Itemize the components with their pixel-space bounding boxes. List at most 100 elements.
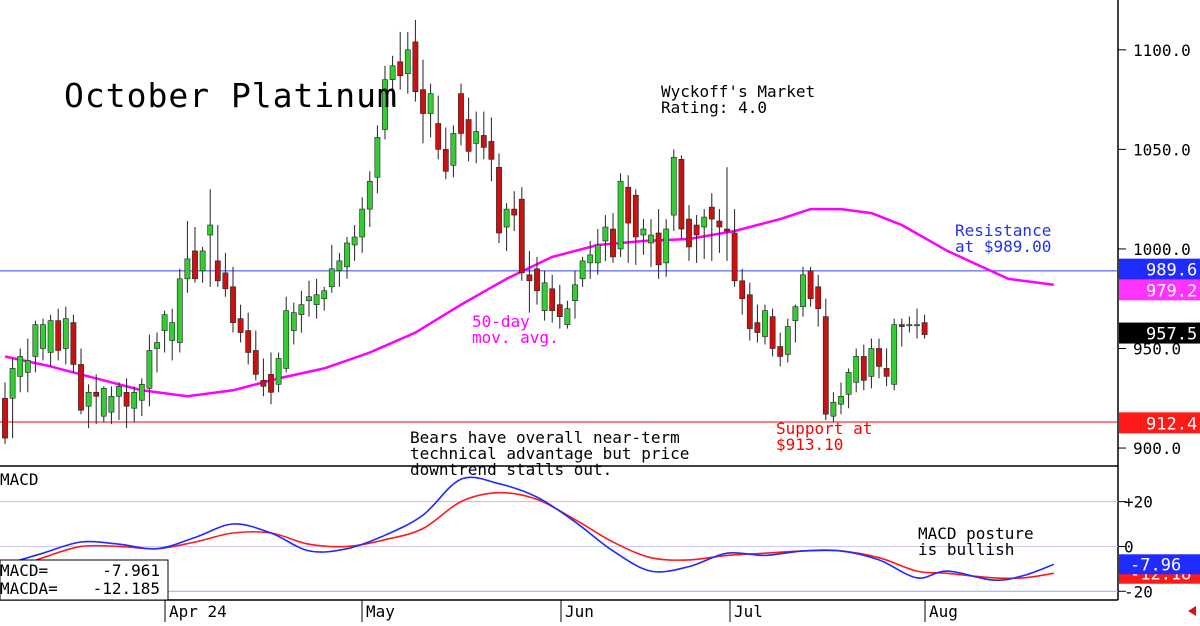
candle: [860, 344, 867, 391]
candle-body: [85, 391, 92, 407]
candle: [845, 368, 852, 409]
macd-legend-label: MACD=: [0, 561, 48, 580]
candle-body: [146, 350, 153, 389]
candle-body: [853, 356, 860, 383]
candle: [898, 318, 905, 347]
candle: [610, 213, 616, 263]
candle: [807, 266, 814, 307]
candle-body: [784, 326, 791, 355]
rating-line-1: Wyckoff's Market: [661, 82, 815, 101]
candle-body: [62, 318, 69, 349]
candle-body: [116, 386, 122, 397]
candle: [762, 304, 768, 345]
candle: [648, 219, 654, 267]
x-axis-ticks: Apr 24 May Jun Jul Aug: [164, 600, 958, 622]
candle: [549, 274, 556, 323]
candle-body: [123, 391, 130, 407]
scroll-left-arrow-icon[interactable]: [1188, 606, 1196, 616]
candle-body: [724, 228, 730, 232]
candle: [24, 338, 31, 393]
comment-line-1: Bears have overall near-term: [410, 428, 680, 447]
candle: [306, 280, 312, 317]
candle-body: [450, 133, 457, 166]
candle: [100, 386, 107, 423]
candle: [663, 219, 670, 277]
price-badge: 912.4: [1119, 412, 1200, 434]
macd-badge-bg: [1119, 554, 1200, 575]
candle: [815, 274, 822, 327]
candle-body: [921, 322, 928, 335]
candle: [93, 374, 100, 425]
macda-legend-label: MACDA=: [0, 579, 58, 598]
candle-body: [777, 346, 784, 357]
candle: [321, 286, 328, 311]
price-y-tick-label: 950.0: [1133, 339, 1181, 358]
candle-body: [245, 330, 252, 353]
candle: [207, 189, 214, 287]
candle: [746, 282, 753, 341]
candle-body: [876, 348, 882, 367]
candle-body: [891, 324, 898, 385]
candle-body: [397, 61, 404, 77]
candle-body: [693, 224, 700, 236]
candle: [594, 229, 601, 275]
candle: [496, 153, 502, 243]
candle: [374, 125, 381, 194]
candle: [518, 187, 525, 281]
candle-body: [404, 49, 411, 75]
candle: [420, 59, 426, 144]
candle-body: [549, 288, 556, 311]
candle-body: [382, 79, 388, 130]
candle-body: [587, 254, 594, 264]
candle: [435, 95, 442, 160]
candle-body: [344, 242, 350, 268]
ma-label-2: mov. avg.: [472, 328, 559, 347]
candle-body: [192, 250, 198, 280]
candle: [731, 209, 738, 287]
candle-body: [602, 226, 609, 242]
candle: [222, 252, 229, 297]
candle-body: [100, 388, 107, 417]
x-tick-label: Jul: [734, 602, 763, 621]
candle-body: [108, 395, 115, 413]
candle-body: [154, 342, 160, 349]
price-badge: 979.2: [1119, 279, 1200, 301]
candle-body: [290, 312, 297, 331]
candle: [792, 304, 799, 343]
rating-line-2: Rating: 4.0: [661, 98, 767, 117]
candle: [708, 193, 715, 261]
candle-body: [496, 166, 502, 234]
candle-body: [47, 320, 54, 353]
candle: [313, 278, 320, 319]
candle-body: [184, 258, 191, 280]
candle-body: [2, 397, 8, 439]
candle: [366, 171, 373, 228]
candle-body: [518, 198, 525, 274]
candle: [868, 338, 875, 389]
candle-body: [526, 274, 533, 282]
candle-body: [731, 232, 738, 282]
candle-body: [351, 236, 358, 246]
resistance-label-1: Resistance: [955, 221, 1051, 240]
candle: [176, 268, 183, 353]
candle: [686, 205, 692, 261]
candle-body: [579, 260, 586, 280]
candle: [579, 256, 586, 287]
candle-body: [176, 278, 183, 343]
candle-body: [252, 350, 259, 375]
candle-body: [268, 374, 274, 393]
candle: [450, 125, 457, 178]
candle-body: [898, 324, 905, 327]
candle: [351, 225, 358, 261]
candle: [131, 386, 138, 423]
price-y-tick-label: 900.0: [1133, 439, 1181, 458]
candle: [876, 338, 882, 379]
candle-body: [480, 135, 487, 148]
candle-body: [260, 380, 267, 387]
candle: [260, 358, 267, 397]
candle-body: [78, 364, 84, 411]
price-badge-bg: [1119, 258, 1200, 280]
candle: [617, 173, 624, 257]
candle-body: [617, 180, 624, 250]
